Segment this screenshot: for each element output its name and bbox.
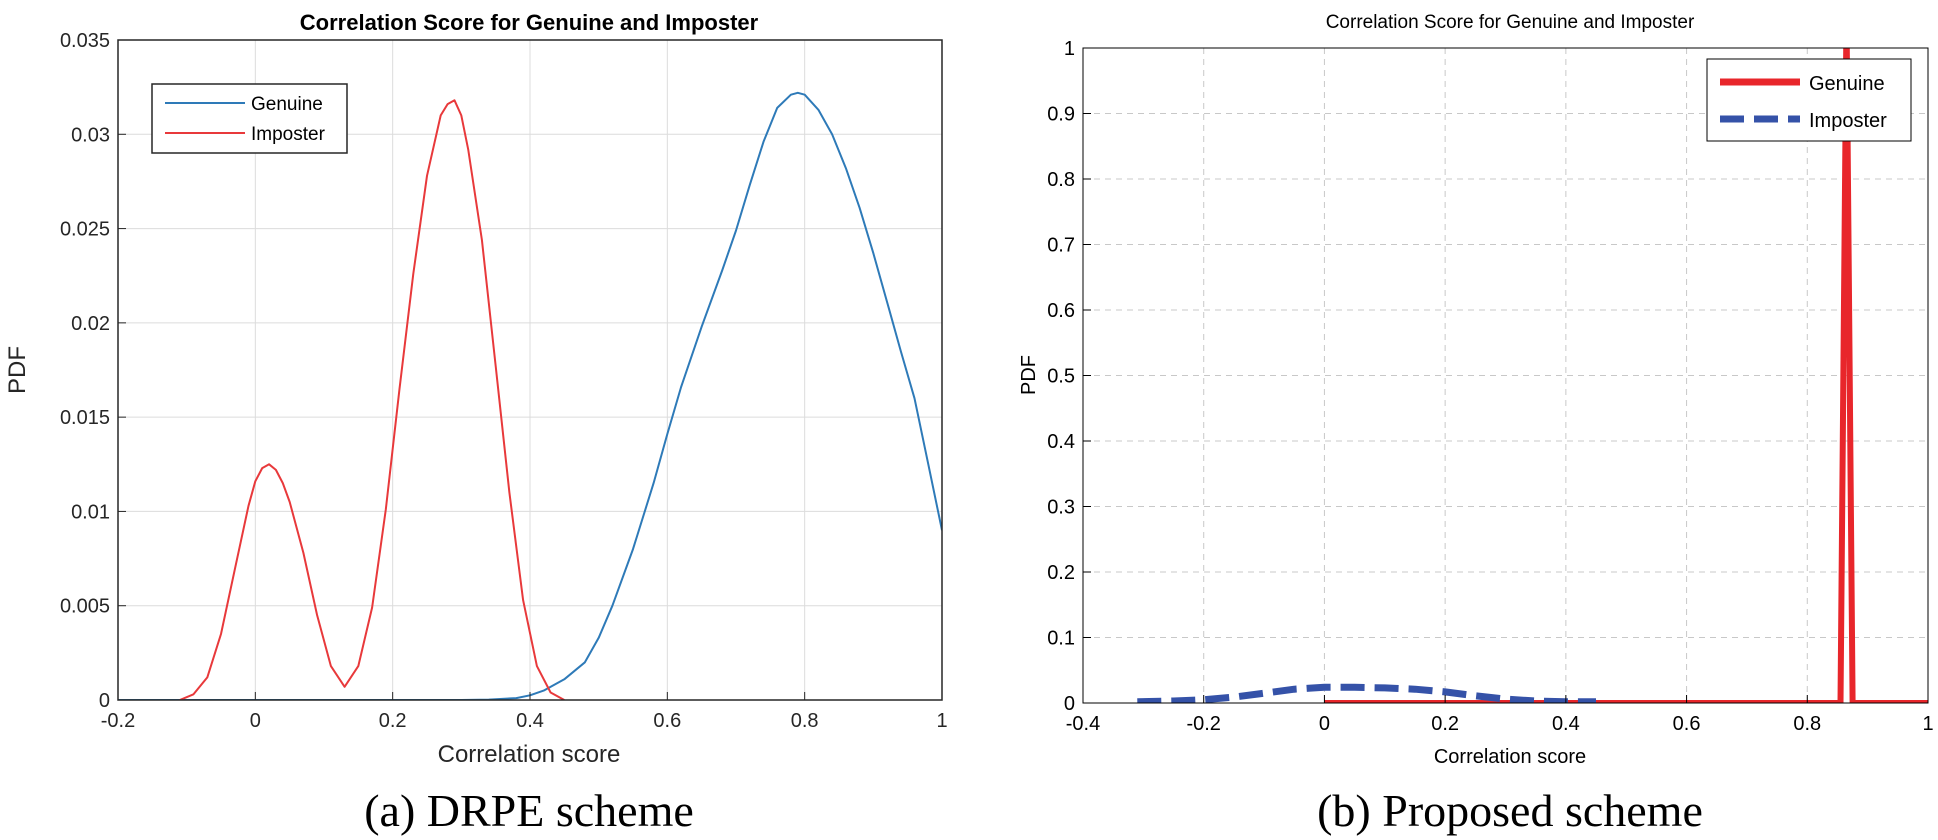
y-tick-label: 0: [99, 690, 110, 712]
chart-b-y-ticks: 0 0.1 0.2 0.3 0.4 0.5 0.6 0.7 0.8 0.9 1: [1047, 38, 1091, 715]
y-tick-label: 0.01: [71, 501, 110, 523]
y-tick-label: 0.9: [1047, 104, 1075, 126]
chart-a-x-ticks: -0.2 0 0.2 0.4 0.6 0.8 1: [101, 692, 948, 732]
x-tick-label: 0.4: [1552, 713, 1580, 735]
y-tick-label: 0: [1064, 693, 1075, 715]
chart-b-legend-box: [1706, 58, 1912, 142]
legend-genuine-label: Genuine: [1809, 73, 1885, 95]
y-tick-label: 0.03: [71, 124, 110, 146]
chart-a-y-axis-label: PDF: [4, 346, 31, 394]
x-tick-label: 0.2: [1431, 713, 1459, 735]
x-tick-label: 1: [936, 710, 947, 732]
legend-imposter-label: Imposter: [251, 124, 326, 145]
series-line-genuine: [118, 91, 942, 700]
y-tick-label: 0.3: [1047, 497, 1075, 519]
y-tick-label: 0.4: [1047, 431, 1075, 453]
x-tick-label: 0.8: [791, 710, 819, 732]
chart-a-legend-box: [151, 83, 348, 154]
chart-panel-a: Correlation Score for Genuine and Impost…: [4, 10, 948, 836]
legend-imposter-label: Imposter: [1809, 110, 1887, 132]
chart-b-x-ticks: -0.4 -0.2 0 0.2 0.4 0.6 0.8 1: [1066, 695, 1934, 735]
x-tick-label: 0.2: [379, 710, 407, 732]
legend-genuine-label: Genuine: [251, 94, 323, 115]
x-tick-label: 0.6: [1673, 713, 1701, 735]
chart-a-grid: [117, 39, 943, 701]
x-tick-label: 0: [250, 710, 261, 732]
y-tick-label: 0.02: [71, 313, 110, 335]
y-tick-label: 0.035: [60, 30, 110, 52]
y-tick-label: 0.005: [60, 596, 110, 618]
series-line-imposter: [179, 99, 565, 700]
y-tick-label: 0.7: [1047, 235, 1075, 257]
y-tick-label: 0.6: [1047, 300, 1075, 322]
x-tick-label: -0.2: [101, 710, 135, 732]
chart-b-legend: Genuine Imposter: [1706, 58, 1912, 142]
chart-a-x-axis-label: Correlation score: [438, 741, 621, 768]
chart-b-caption: (b) Proposed scheme: [1317, 785, 1703, 836]
chart-b-grid: [1082, 47, 1929, 704]
x-tick-label: 0.4: [516, 710, 544, 732]
x-tick-label: 1: [1922, 713, 1933, 735]
chart-b-series: [1137, 48, 1928, 703]
x-tick-label: 0.6: [653, 710, 681, 732]
y-tick-label: 0.8: [1047, 169, 1075, 191]
chart-a-caption: (a) DRPE scheme: [364, 785, 694, 836]
chart-b-x-axis-label: Correlation score: [1434, 746, 1586, 768]
x-tick-label: -0.4: [1066, 713, 1100, 735]
chart-b-y-axis-label: PDF: [1018, 355, 1040, 395]
chart-b-title: Correlation Score for Genuine and Impost…: [1326, 12, 1695, 33]
chart-a-title: Correlation Score for Genuine and Impost…: [300, 10, 759, 35]
x-tick-label: 0.8: [1793, 713, 1821, 735]
chart-a-series: [118, 91, 942, 700]
chart-panel-b: Correlation Score for Genuine and Impost…: [1018, 12, 1934, 836]
y-tick-label: 0.015: [60, 407, 110, 429]
y-tick-label: 1: [1064, 38, 1075, 60]
y-tick-label: 0.2: [1047, 562, 1075, 584]
y-tick-label: 0.025: [60, 219, 110, 241]
chart-a-y-ticks: 0 0.005 0.01 0.015 0.02 0.025 0.03 0.035: [60, 30, 126, 712]
x-tick-label: 0: [1319, 713, 1330, 735]
y-tick-label: 0.1: [1047, 628, 1075, 650]
y-tick-label: 0.5: [1047, 366, 1075, 388]
series-line-imposter: [1137, 683, 1596, 703]
chart-a-legend: Genuine Imposter: [151, 83, 348, 154]
x-tick-label: -0.2: [1186, 713, 1220, 735]
